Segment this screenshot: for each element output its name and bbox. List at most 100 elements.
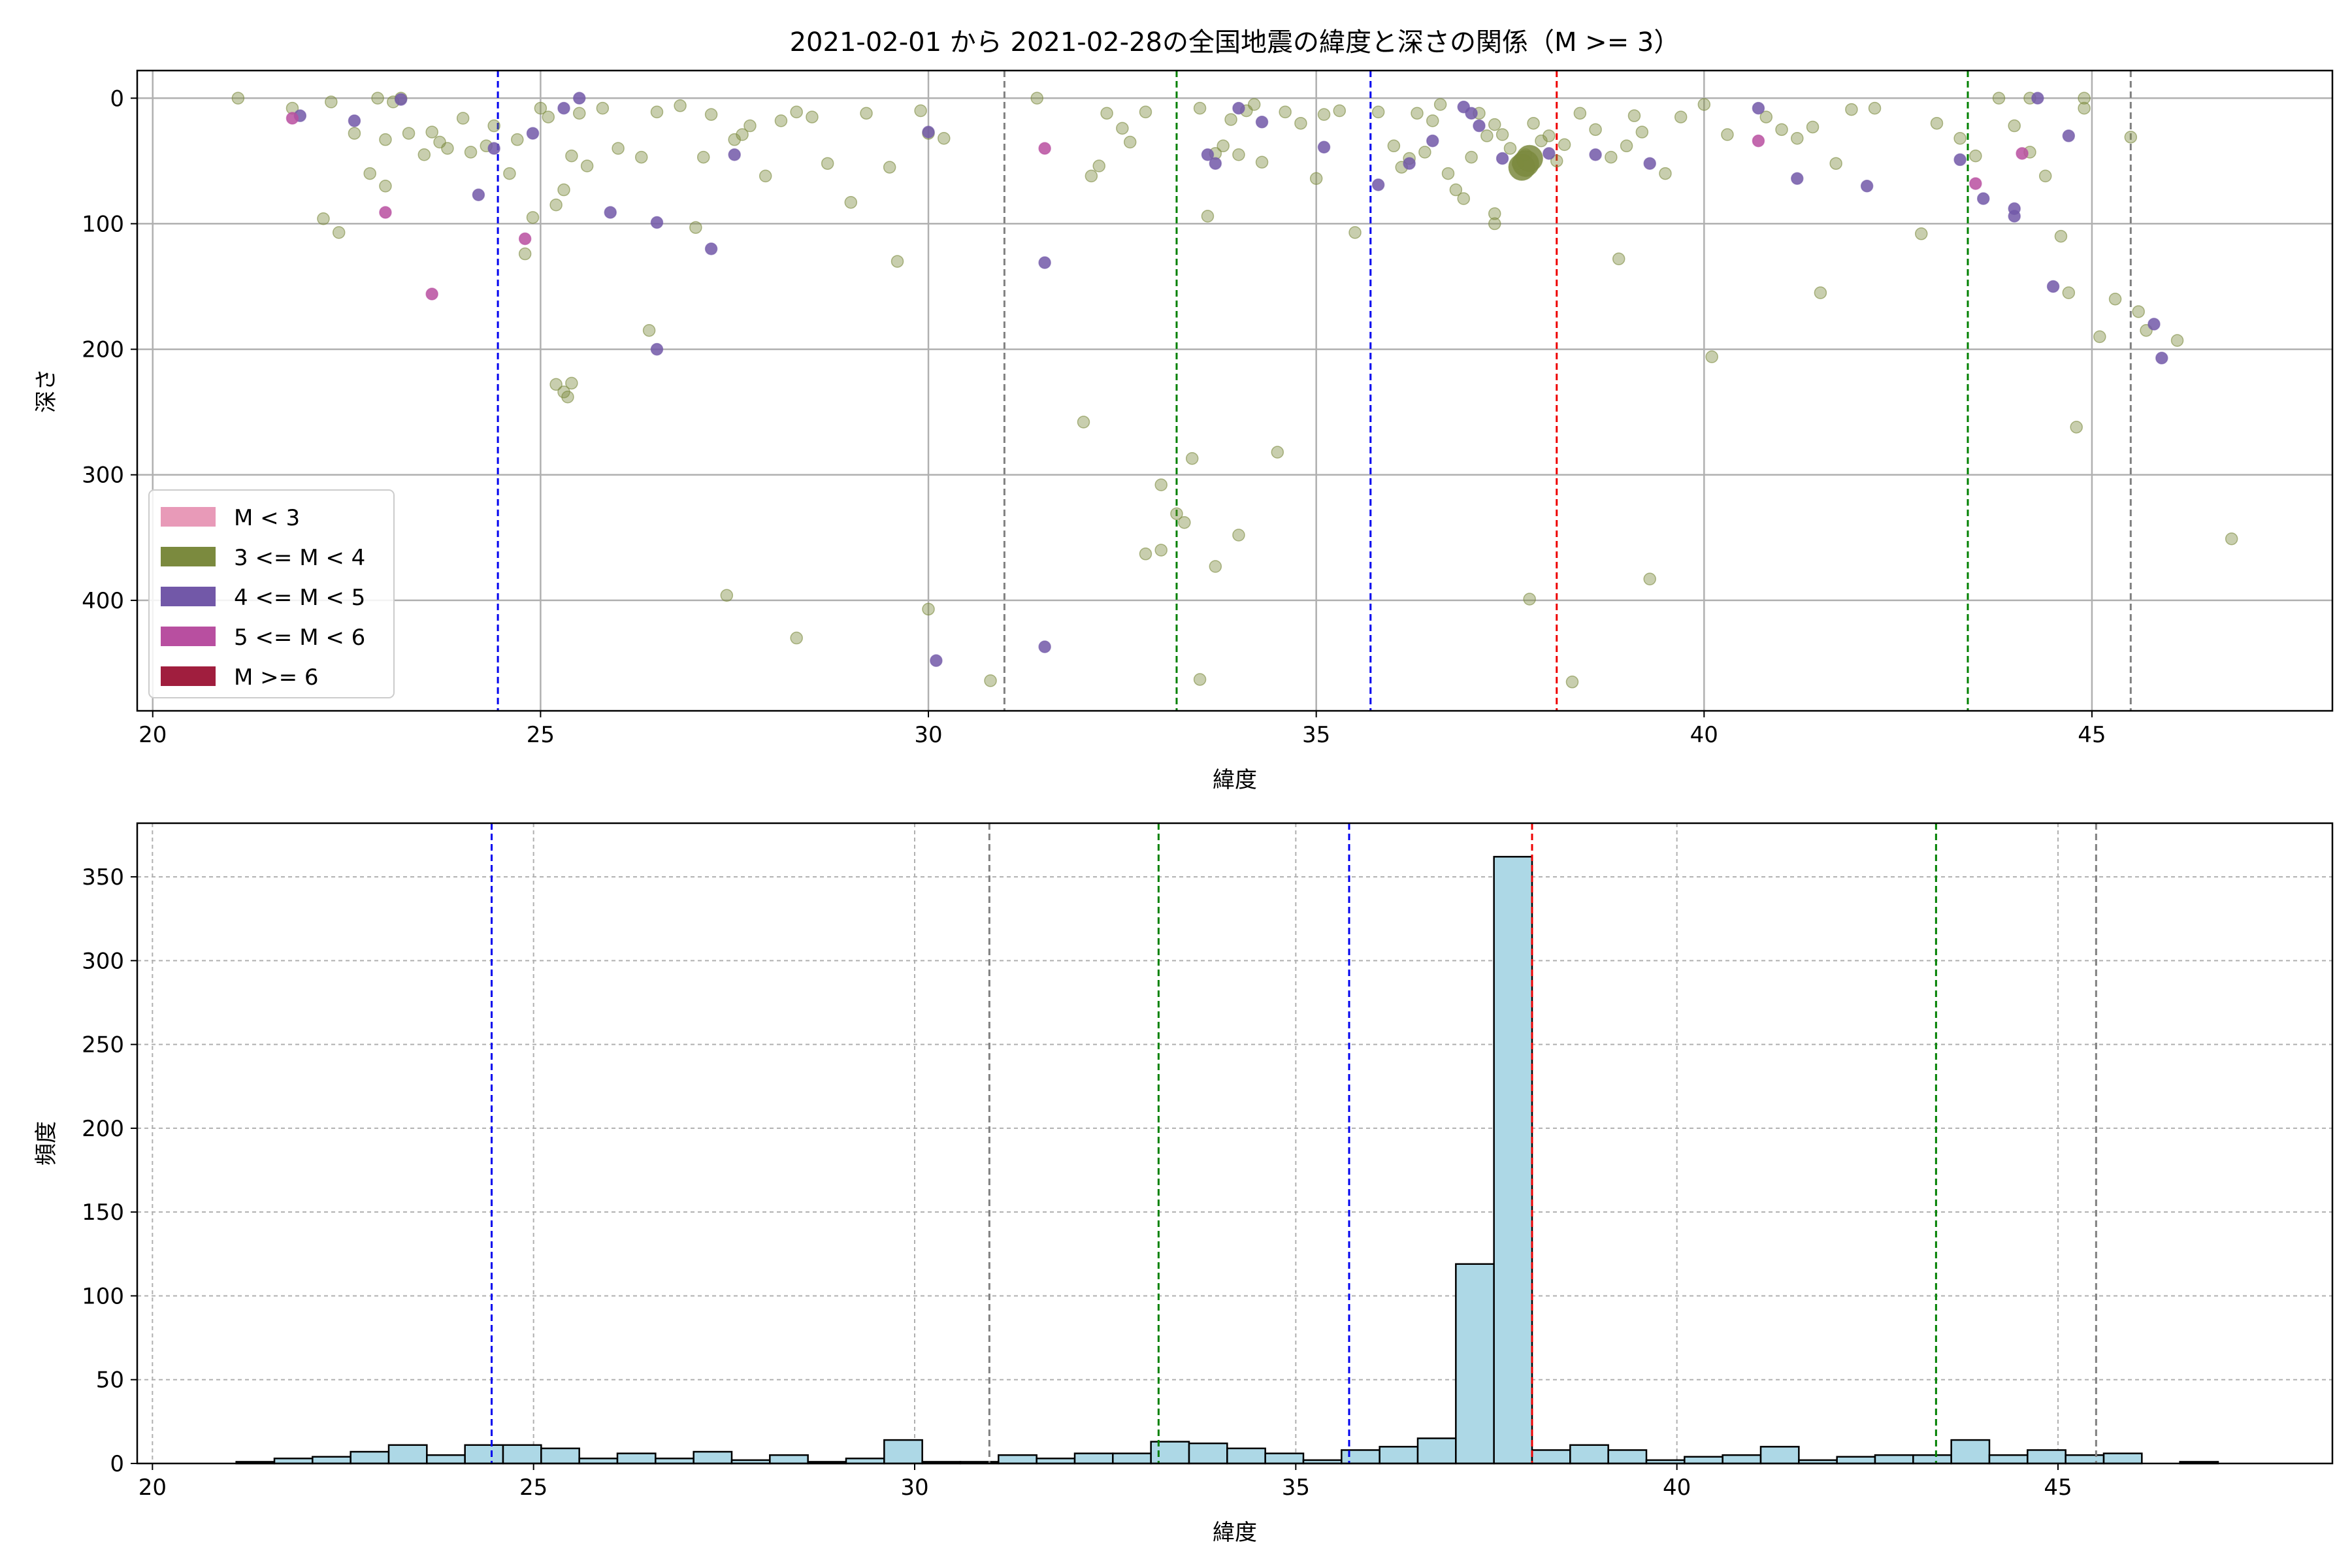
scatter-point (1953, 153, 1967, 167)
scatter-point (379, 206, 392, 219)
scatter-point (2008, 119, 2021, 133)
scatter-point (922, 125, 935, 139)
scatter-point (534, 101, 547, 115)
histogram-panel: 20 25 30 35 40 45 0 50 100 150 200 250 300 350 緯度 頻度 (33, 822, 2334, 1546)
scatter-point (2078, 91, 2091, 105)
scatter-point (1829, 157, 1842, 170)
legend-swatch (161, 507, 216, 527)
histogram-bar (616, 1452, 657, 1465)
scatter-point (1659, 167, 1672, 180)
scatter-point (518, 247, 532, 261)
scatter-point (1930, 116, 1944, 130)
legend-label: M >= 6 (234, 664, 319, 691)
scatter-point (743, 119, 757, 133)
scatter-x-tick-label: 30 (914, 722, 942, 748)
scatter-point (2170, 334, 2184, 347)
scatter-point (2124, 131, 2138, 144)
scatter-point (1387, 139, 1401, 153)
scatter-point (2062, 129, 2076, 142)
scatter-point (1433, 98, 1447, 111)
scatter-panel: 20 25 30 35 40 45 0 100 200 300 400 緯度 深さ M < 3 3 <… (33, 69, 2334, 793)
scatter-point (1247, 98, 1261, 111)
scatter-point (2078, 101, 2091, 115)
histogram-bar (1416, 1437, 1457, 1465)
scatter-point (1092, 159, 1105, 172)
scatter-reference-lines (497, 71, 2132, 711)
histogram-bar (387, 1444, 428, 1465)
scatter-point (1627, 109, 1641, 122)
scatter-point (580, 159, 594, 172)
histogram-bar (1264, 1452, 1305, 1465)
scatter-point (1473, 119, 1486, 133)
scatter-points (231, 91, 2238, 689)
scatter-point (526, 127, 540, 140)
scatter-point (425, 125, 438, 139)
scatter-point (417, 148, 431, 161)
scatter-point (1752, 101, 1765, 115)
scatter-point (2054, 229, 2068, 243)
scatter-point (860, 106, 873, 120)
histogram-bar (1607, 1449, 1648, 1465)
scatter-point (1309, 172, 1323, 186)
scatter-point (2093, 330, 2106, 344)
scatter-point (1193, 673, 1207, 686)
scatter-point (487, 119, 500, 133)
legend-label: 4 <= M < 5 (234, 585, 365, 611)
scatter-point (984, 674, 997, 687)
scatter-point (604, 206, 617, 219)
scatter-point (1038, 640, 1051, 653)
scatter-point (650, 216, 664, 229)
scatter-y-tick-label: 0 (110, 86, 124, 112)
scatter-point (728, 133, 741, 146)
scatter-point (1465, 150, 1478, 164)
scatter-point (650, 105, 664, 119)
histogram-bar (1379, 1446, 1419, 1465)
histogram-bar (998, 1454, 1037, 1465)
scatter-point (1705, 350, 1718, 363)
scatter-point (456, 112, 470, 125)
scatter-y-tick-label: 200 (82, 337, 124, 363)
scatter-point (1426, 114, 1439, 127)
histogram-bar (540, 1447, 580, 1465)
scatter-point (1527, 116, 1540, 130)
scatter-point (1845, 103, 1858, 116)
histogram-bar (1188, 1442, 1228, 1465)
scatter-point (394, 93, 408, 106)
scatter-point (2008, 210, 2021, 223)
histogram-bars (235, 856, 2219, 1465)
scatter-point (526, 211, 540, 224)
histogram-grid (137, 823, 2332, 1464)
histogram-bar (1912, 1454, 1952, 1465)
scatter-point (348, 127, 361, 140)
scatter-point (2225, 532, 2238, 546)
scatter-point (2070, 420, 2083, 434)
legend-swatch (161, 547, 216, 566)
scatter-point (542, 110, 555, 123)
scatter-point (922, 602, 935, 616)
histogram-bar (1950, 1439, 1991, 1465)
histogram-x-tick-label: 25 (519, 1475, 547, 1501)
scatter-point (1573, 106, 1587, 120)
histogram-bar (1722, 1454, 1762, 1465)
scatter-point (472, 188, 485, 201)
scatter-point (557, 183, 570, 197)
scatter-point (1791, 132, 1804, 145)
chart-title: 2021-02-01 から 2021-02-28の全国地震の緯度と深さの関係（M… (790, 27, 1680, 57)
scatter-point (1154, 478, 1168, 491)
scatter-point (1217, 139, 1230, 153)
scatter-y-tick-label: 300 (82, 463, 124, 489)
legend-label: M < 3 (234, 505, 300, 531)
scatter-point (1488, 207, 1501, 220)
scatter-point (1178, 516, 1191, 529)
legend-label: 5 <= M < 6 (234, 625, 365, 651)
scatter-point (1565, 676, 1579, 689)
scatter-point (325, 95, 338, 108)
scatter-point (1426, 134, 1439, 148)
scatter-point (1224, 113, 1237, 126)
scatter-point (1294, 116, 1307, 130)
scatter-point (1480, 129, 1494, 142)
scatter-point (1868, 101, 1882, 115)
histogram-bar (2102, 1452, 2143, 1465)
scatter-point (1643, 157, 1656, 170)
scatter-point (565, 149, 578, 163)
